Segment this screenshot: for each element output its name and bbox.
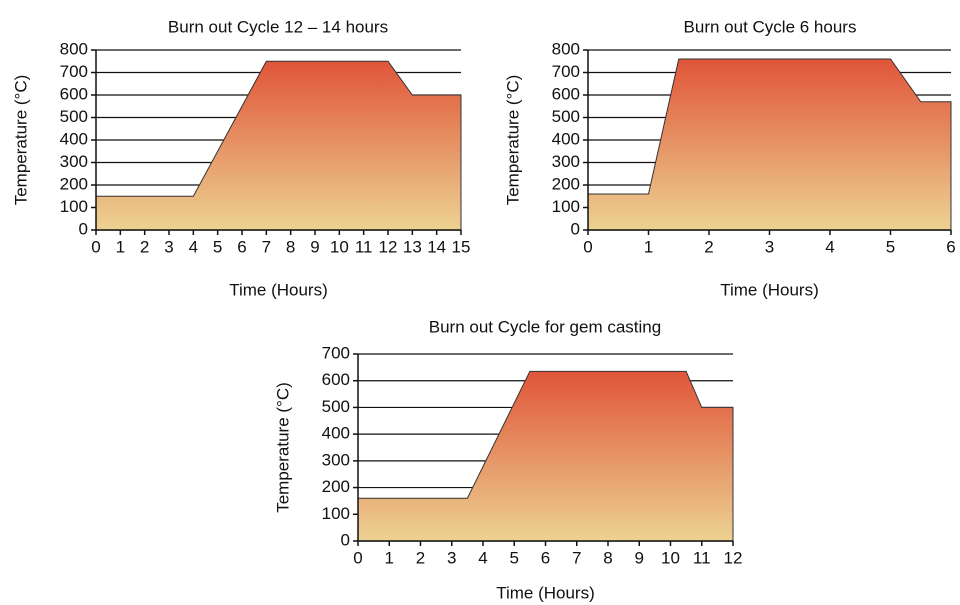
- x-tick-label: 4: [189, 237, 198, 256]
- y-tick-label: 600: [60, 84, 88, 103]
- x-tick-label: 15: [452, 237, 471, 256]
- x-axis-label: Time (Hours): [720, 280, 819, 299]
- y-tick-label: 600: [552, 84, 580, 103]
- x-tick-label: 0: [91, 237, 100, 256]
- x-tick-label: 6: [541, 548, 550, 567]
- x-tick-label: 0: [583, 237, 592, 256]
- x-axis-label: Time (Hours): [496, 583, 595, 602]
- x-tick-label: 8: [286, 237, 295, 256]
- y-tick-label: 400: [322, 424, 350, 443]
- x-tick-label: 3: [765, 237, 774, 256]
- y-tick-label: 0: [571, 219, 580, 238]
- y-tick-label: 500: [552, 107, 580, 126]
- x-tick-label: 2: [704, 237, 713, 256]
- y-tick-label: 100: [322, 504, 350, 523]
- x-tick-label: 4: [478, 548, 487, 567]
- y-tick-label: 400: [552, 129, 580, 148]
- y-tick-label: 0: [79, 219, 88, 238]
- x-tick-label: 9: [635, 548, 644, 567]
- x-tick-label: 0: [353, 548, 362, 567]
- area: [357, 370, 734, 542]
- y-tick-label: 0: [341, 530, 350, 549]
- chart-title: Burn out Cycle 12 – 14 hours: [168, 17, 388, 36]
- y-tick-label: 400: [60, 129, 88, 148]
- y-tick-label: 100: [552, 197, 580, 216]
- x-tick-label: 5: [213, 237, 222, 256]
- y-tick-label: 500: [60, 107, 88, 126]
- y-tick-label: 700: [552, 62, 580, 81]
- chart-title: Burn out Cycle for gem casting: [429, 317, 661, 336]
- y-axis-label: Temperature (°C): [273, 382, 292, 513]
- y-tick-label: 100: [60, 197, 88, 216]
- x-tick-label: 3: [447, 548, 456, 567]
- y-tick-label: 300: [322, 450, 350, 469]
- x-tick-label: 7: [572, 548, 581, 567]
- y-axis-label: Temperature (°C): [11, 75, 30, 206]
- y-tick-label: 800: [552, 39, 580, 58]
- y-tick-label: 700: [322, 343, 350, 362]
- x-tick-label: 6: [237, 237, 246, 256]
- x-tick-label: 12: [379, 237, 398, 256]
- y-tick-label: 700: [60, 62, 88, 81]
- x-tick-label: 10: [661, 548, 680, 567]
- x-tick-label: 5: [510, 548, 519, 567]
- y-axis-label: Temperature (°C): [503, 75, 522, 206]
- y-tick-label: 600: [322, 370, 350, 389]
- y-tick-label: 300: [552, 152, 580, 171]
- x-tick-label: 11: [355, 237, 373, 256]
- x-axis-label: Time (Hours): [229, 280, 328, 299]
- y-tick-label: 500: [322, 397, 350, 416]
- x-tick-label: 3: [164, 237, 173, 256]
- x-tick-label: 11: [693, 548, 711, 567]
- y-tick-label: 200: [322, 477, 350, 496]
- x-tick-label: 10: [330, 237, 349, 256]
- x-tick-label: 9: [310, 237, 319, 256]
- x-tick-label: 1: [385, 548, 394, 567]
- x-tick-label: 13: [403, 237, 422, 256]
- x-tick-label: 4: [825, 237, 834, 256]
- y-tick-label: 200: [60, 174, 88, 193]
- x-tick-label: 2: [416, 548, 425, 567]
- x-tick-label: 5: [886, 237, 895, 256]
- area: [95, 60, 462, 231]
- x-tick-label: 1: [116, 237, 125, 256]
- x-tick-label: 6: [946, 237, 955, 256]
- x-tick-label: 7: [262, 237, 271, 256]
- x-tick-label: 14: [427, 237, 446, 256]
- chart-title: Burn out Cycle 6 hours: [684, 17, 857, 36]
- x-tick-label: 8: [603, 548, 612, 567]
- y-tick-label: 800: [60, 39, 88, 58]
- area: [587, 58, 952, 231]
- y-tick-label: 300: [60, 152, 88, 171]
- x-tick-label: 2: [140, 237, 149, 256]
- y-tick-label: 200: [552, 174, 580, 193]
- x-tick-label: 1: [644, 237, 653, 256]
- x-tick-label: 12: [724, 548, 743, 567]
